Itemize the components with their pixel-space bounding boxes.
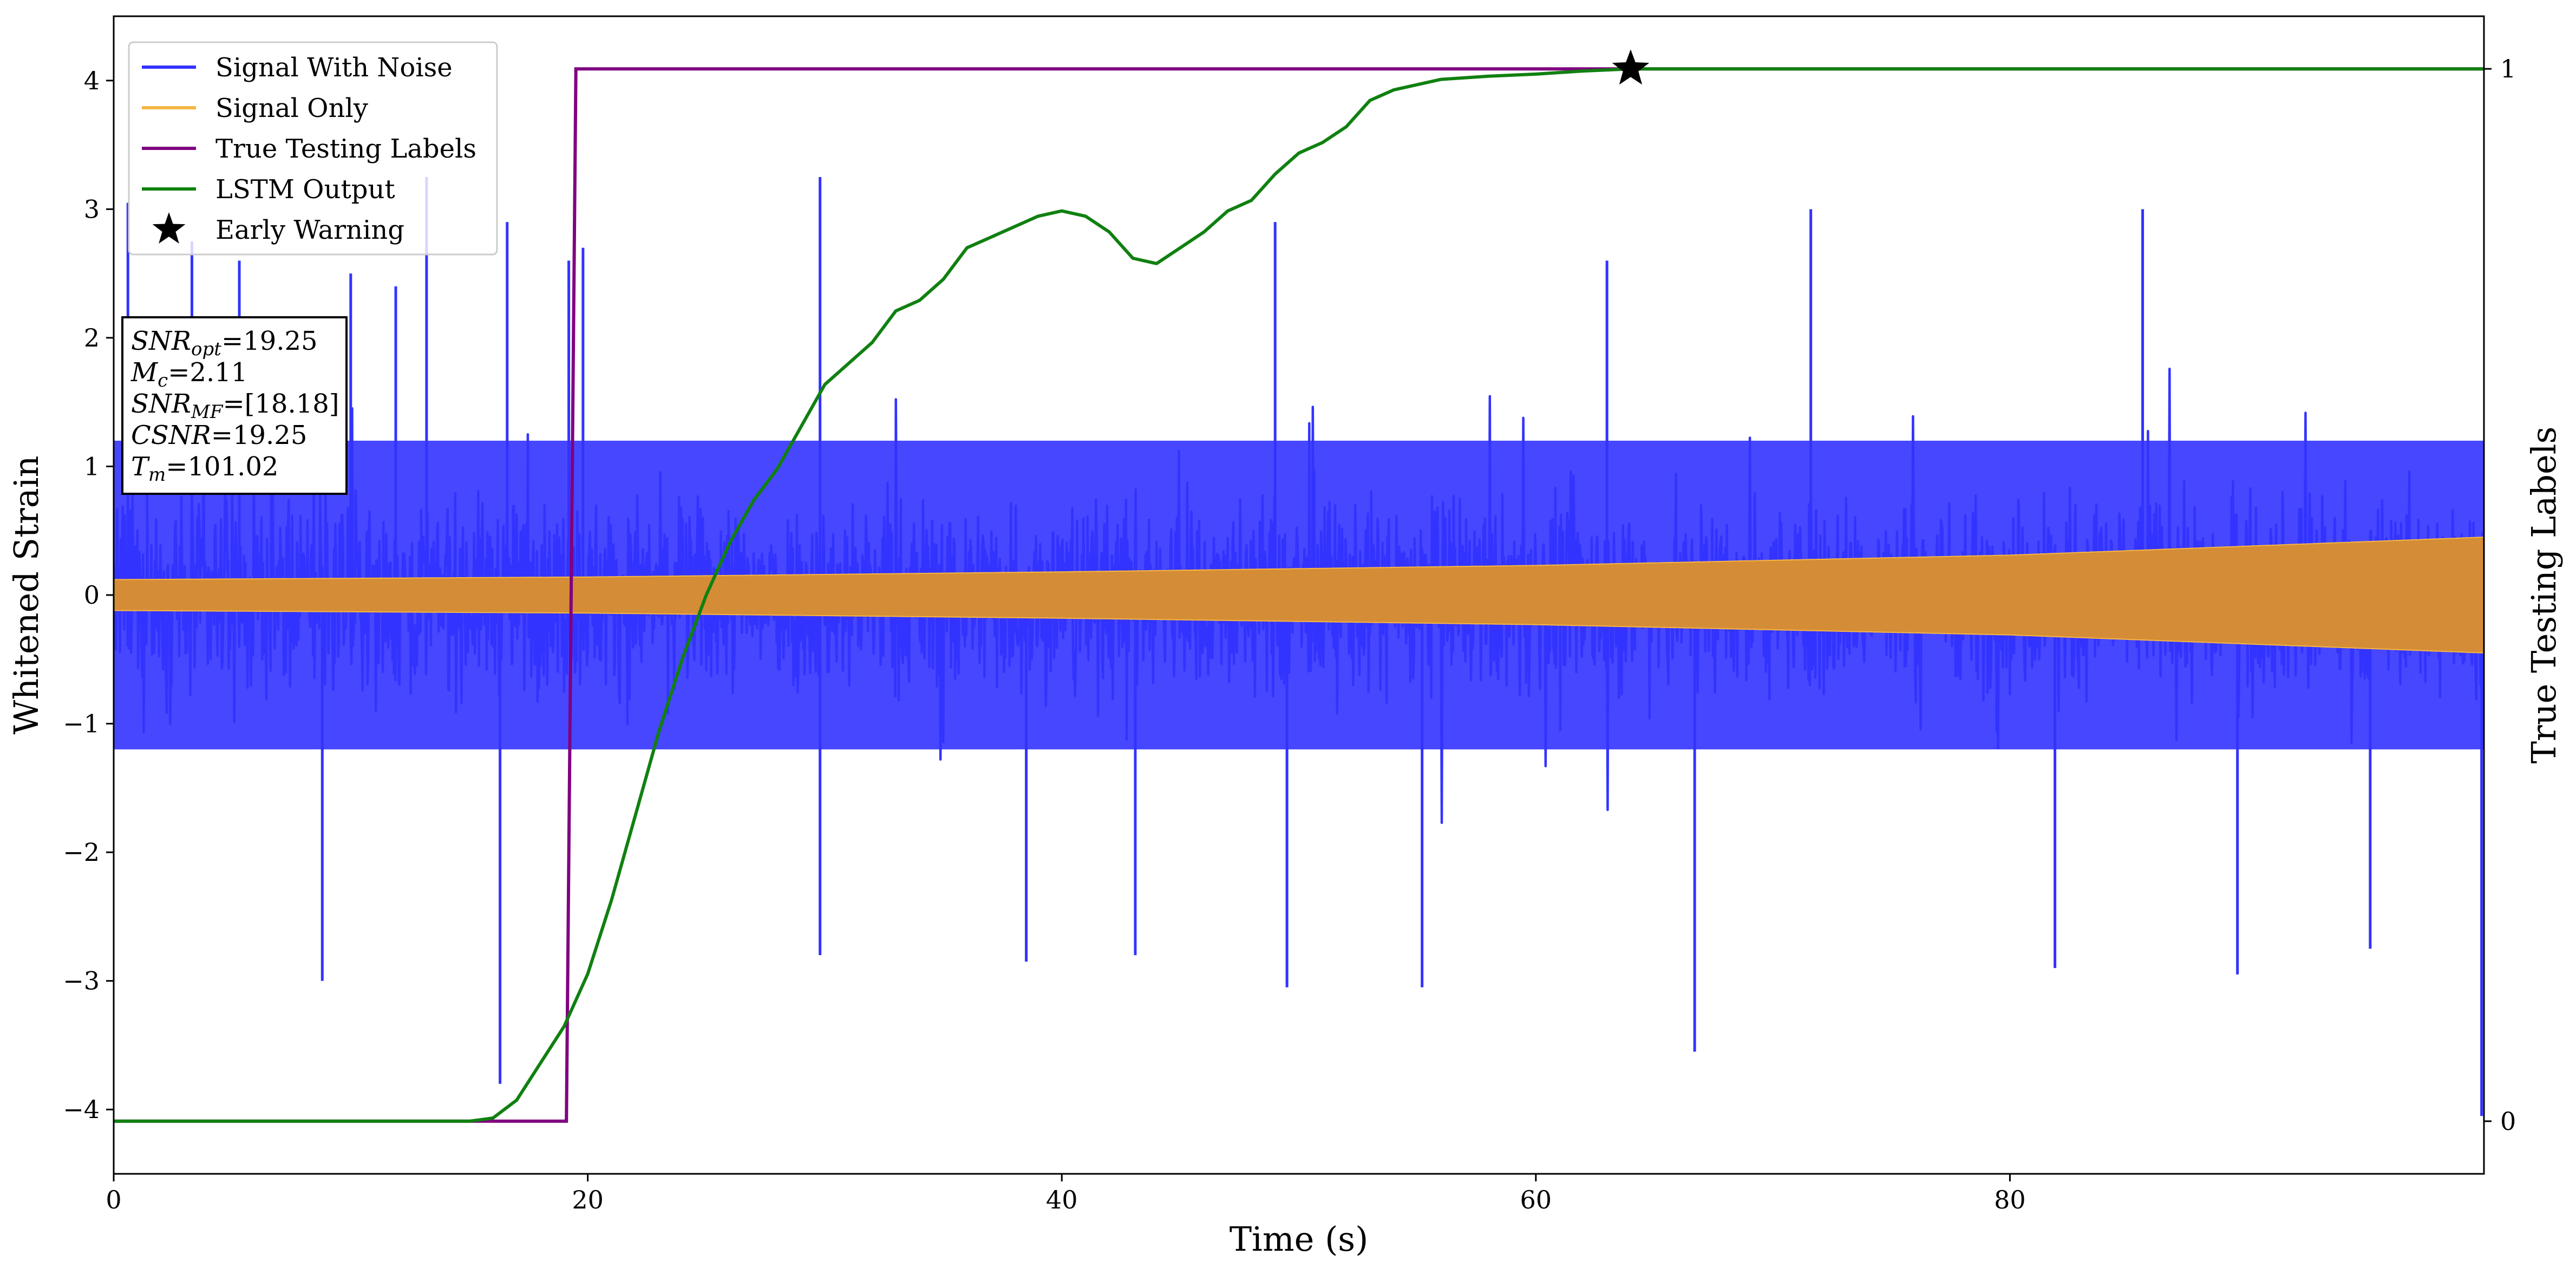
y-tick-label: 1 — [84, 452, 100, 481]
annotation-line: Tm=101.02 — [131, 452, 278, 486]
y-tick-label: 3 — [84, 194, 100, 224]
legend-early-warning-label: Early Warning — [215, 215, 404, 245]
plot-data-layer — [114, 67, 2484, 1123]
legend-lstm-output-label: LSTM Output — [215, 174, 395, 205]
x-tick-label: 20 — [572, 1185, 604, 1214]
legend: Signal With Noise Signal Only True Testing… — [128, 41, 498, 256]
x-tick-label: 40 — [1046, 1185, 1078, 1214]
right-y-tick-label: 1 — [2500, 54, 2516, 83]
annotation-line: Mc=2.11 — [130, 357, 247, 391]
annotation-line: CSNR=19.25 — [131, 420, 307, 450]
legend-box — [128, 41, 498, 256]
annotation-line: SNRopt=19.25 — [131, 326, 318, 360]
x-tick-label: 60 — [1520, 1185, 1552, 1214]
signal-only-band — [114, 537, 2484, 654]
x-axis-title: Time (s) — [1230, 1219, 1369, 1259]
right-y-tick-label: 0 — [2500, 1107, 2516, 1136]
legend-signal-only-label: Signal Only — [215, 93, 368, 123]
annotation-line: SNRMF=[18.18] — [131, 389, 339, 423]
right-y-axis-title: True Testing Labels — [2524, 427, 2564, 764]
early-warning-marker — [1612, 49, 1650, 85]
x-tick-label: 0 — [106, 1185, 121, 1214]
y-tick-label: 2 — [84, 323, 100, 352]
y-tick-label: −4 — [63, 1095, 100, 1124]
annotation-box-frame — [121, 316, 348, 495]
x-tick-label: 80 — [1994, 1185, 2026, 1214]
y-tick-label: −1 — [63, 709, 100, 739]
y-axis-title: Whitened Strain — [6, 456, 46, 735]
parameters-annotation-box: SNRopt=19.25Mc=2.11SNRMF=[18.18]CSNR=19.… — [121, 316, 348, 495]
y-tick-label: −3 — [63, 966, 100, 996]
y-tick-label: 4 — [84, 66, 100, 95]
legend-early-warning-swatch — [152, 212, 186, 244]
y-tick-label: −2 — [63, 838, 100, 867]
legend-true-testing-labels-label: True Testing Labels — [215, 134, 476, 164]
y-tick-label: 0 — [84, 580, 100, 610]
legend-signal-with-noise-label: Signal With Noise — [215, 53, 453, 83]
lstm-output-line — [114, 67, 2484, 1123]
